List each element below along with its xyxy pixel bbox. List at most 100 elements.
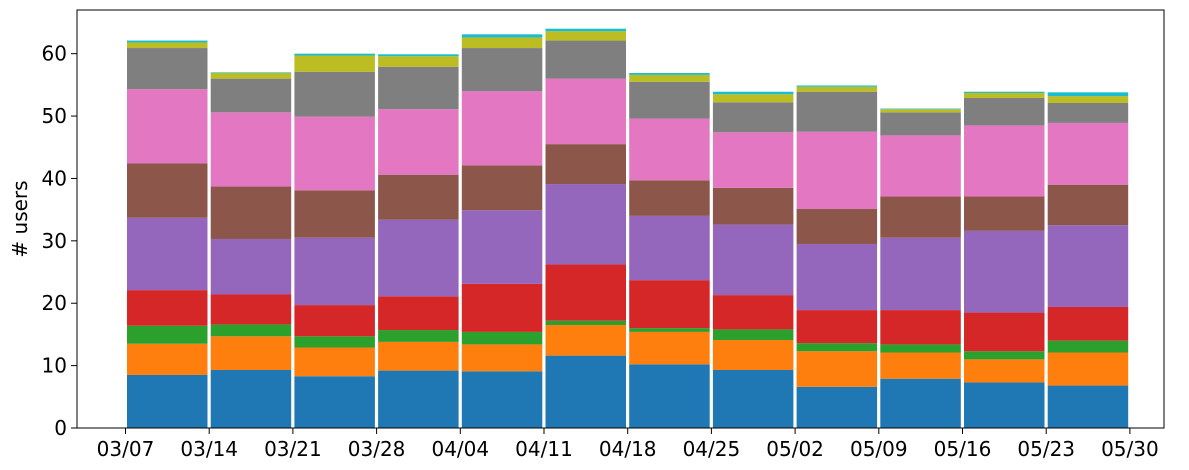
bar-segment-0-5 — [127, 163, 208, 218]
bar-segment-11-3 — [1047, 306, 1129, 341]
y-tick-label-2: 20 — [42, 291, 67, 315]
x-tick-label-4: 04/04 — [431, 437, 489, 461]
bar-segment-5-1 — [545, 325, 626, 356]
bar-segment-3-6 — [378, 109, 459, 175]
bar-segment-2-2 — [294, 336, 375, 348]
bar-segment-1-3 — [210, 294, 292, 325]
bar-segment-2-5 — [294, 190, 375, 238]
bar-segment-5-6 — [545, 78, 626, 145]
bar-segment-8-4 — [796, 243, 878, 311]
bar-segment-10-0 — [964, 382, 1045, 428]
bar-segment-4-0 — [461, 371, 543, 428]
x-tick-label-2: 03/21 — [264, 437, 322, 461]
bar-segment-8-2 — [796, 343, 878, 352]
bar-segment-3-2 — [378, 330, 459, 342]
bar-segment-5-4 — [545, 184, 626, 265]
bar-segment-6-9 — [629, 73, 710, 75]
bar-segment-1-7 — [210, 78, 292, 113]
bar-segment-1-4 — [210, 238, 292, 295]
bar-segment-8-7 — [796, 91, 878, 132]
bar-segment-3-4 — [378, 219, 459, 297]
bars-layer — [127, 28, 1129, 428]
bar-segment-6-4 — [629, 215, 710, 281]
bar-segment-11-8 — [1047, 96, 1129, 103]
x-tick-label-9: 05/09 — [850, 437, 908, 461]
bar-segment-4-3 — [461, 283, 543, 332]
bar-segment-11-9 — [1047, 92, 1129, 97]
y-tick-label-5: 50 — [42, 104, 67, 128]
bar-segment-2-1 — [294, 347, 375, 377]
bar-segment-6-6 — [629, 118, 710, 181]
bar-segment-4-8 — [461, 37, 543, 49]
bar-segment-3-5 — [378, 174, 459, 220]
bar-segment-2-7 — [294, 71, 375, 117]
bar-segment-0-6 — [127, 89, 208, 164]
bar-segment-7-4 — [712, 224, 794, 296]
bar-segment-1-1 — [210, 336, 292, 370]
bar-segment-1-0 — [210, 369, 292, 428]
bar-segment-11-0 — [1047, 385, 1129, 428]
bar-segment-1-8 — [210, 73, 292, 79]
bar-segment-7-3 — [712, 295, 794, 330]
y-axis-title: # users — [8, 180, 32, 257]
bar-segment-1-5 — [210, 186, 292, 239]
bar-segment-4-1 — [461, 344, 543, 372]
bar-segment-8-0 — [796, 386, 878, 428]
bar-segment-2-3 — [294, 305, 375, 337]
y-axis: 0 10 20 30 40 50 60 — [42, 42, 77, 440]
bar-segment-3-0 — [378, 370, 459, 428]
bar-segment-5-8 — [545, 31, 626, 41]
bar-segment-11-6 — [1047, 122, 1129, 185]
y-tick-label-6: 60 — [42, 42, 67, 66]
bar-segment-8-1 — [796, 351, 878, 387]
bar-segment-7-1 — [712, 340, 794, 370]
bar-segment-10-8 — [964, 92, 1045, 98]
bar-segment-7-5 — [712, 187, 794, 225]
bar-segment-2-9 — [294, 53, 375, 56]
bar-segment-2-8 — [294, 55, 375, 72]
bar-segment-3-7 — [378, 66, 459, 110]
bar-segment-6-8 — [629, 74, 710, 82]
bar-segment-6-7 — [629, 81, 710, 119]
bar-segment-0-0 — [127, 374, 208, 428]
bar-segment-10-7 — [964, 97, 1045, 126]
bar-segment-8-3 — [796, 310, 878, 344]
bar-segment-9-2 — [880, 344, 961, 353]
bar-segment-9-6 — [880, 135, 961, 197]
bar-segment-0-4 — [127, 217, 208, 291]
bar-segment-2-4 — [294, 237, 375, 306]
bar-segment-5-3 — [545, 264, 626, 321]
bar-segment-5-7 — [545, 40, 626, 79]
bar-segment-10-5 — [964, 196, 1045, 231]
bar-segment-9-7 — [880, 112, 961, 136]
bar-segment-7-0 — [712, 369, 794, 428]
x-tick-label-0: 03/07 — [97, 437, 155, 461]
bar-segment-9-9 — [880, 108, 961, 110]
bar-segment-4-4 — [461, 210, 543, 284]
bar-segment-5-0 — [545, 355, 626, 428]
bar-segment-6-5 — [629, 180, 710, 216]
bar-segment-10-1 — [964, 359, 1045, 383]
bar-segment-4-5 — [461, 165, 543, 211]
bar-segment-3-3 — [378, 296, 459, 331]
bar-segment-7-9 — [712, 91, 794, 95]
bar-segment-4-9 — [461, 34, 543, 38]
x-tick-label-5: 04/11 — [515, 437, 573, 461]
x-tick-label-12: 05/30 — [1101, 437, 1159, 461]
bar-segment-10-4 — [964, 230, 1045, 313]
bar-segment-9-5 — [880, 196, 961, 238]
x-tick-label-6: 04/18 — [599, 437, 657, 461]
bar-segment-4-2 — [461, 331, 543, 345]
bar-segment-2-6 — [294, 116, 375, 191]
bar-segment-9-1 — [880, 352, 961, 379]
bar-segment-4-6 — [461, 91, 543, 166]
bar-segment-5-2 — [545, 320, 626, 326]
bar-segment-4-7 — [461, 48, 543, 92]
bar-segment-0-2 — [127, 325, 208, 344]
bar-segment-10-9 — [964, 91, 1045, 93]
bar-segment-7-2 — [712, 329, 794, 341]
bar-segment-0-8 — [127, 42, 208, 49]
bar-segment-9-0 — [880, 378, 961, 428]
x-tick-label-10: 05/16 — [934, 437, 992, 461]
